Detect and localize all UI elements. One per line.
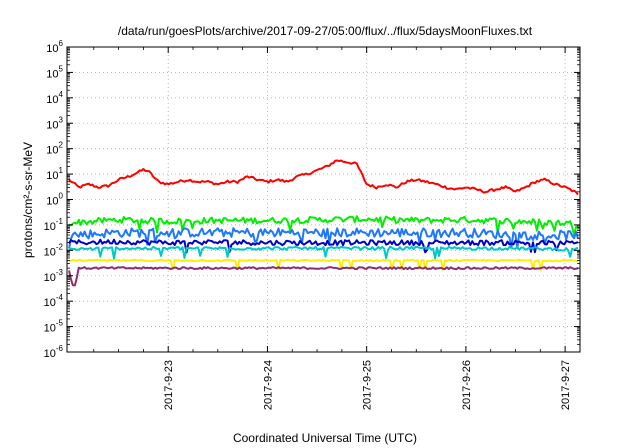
x-tick-label: 2017-9-27 xyxy=(560,360,572,410)
y-tick-base: 10 xyxy=(46,94,58,106)
y-tick-exponent: -3 xyxy=(56,268,64,277)
chart-title: /data/run/goesPlots/archive/2017-09-27/0… xyxy=(118,24,533,38)
y-tick-label: 100 xyxy=(46,192,63,208)
series-line-4 xyxy=(68,238,579,254)
y-tick-exponent: -4 xyxy=(56,293,64,302)
y-tick-base: 10 xyxy=(44,323,56,335)
y-tick-label: 103 xyxy=(46,115,63,131)
y-tick-label: 104 xyxy=(46,90,63,106)
x-tick-label: 2017-9-24 xyxy=(262,360,274,410)
y-tick-label: 102 xyxy=(46,141,63,157)
x-tick-label: 2017-9-25 xyxy=(362,360,374,410)
y-tick-exponent: 4 xyxy=(59,90,64,99)
x-axis-ticks: 2017-9-23 2017-9-24 2017-9-25 2017-9-26 2017… xyxy=(93,47,572,410)
y-tick-label: 10-2 xyxy=(44,242,64,258)
y-tick-exponent: 3 xyxy=(59,115,64,124)
series-layer xyxy=(68,159,579,287)
x-tick-label: 2017-9-26 xyxy=(461,360,473,410)
series-line-6 xyxy=(68,258,579,271)
series-line-5 xyxy=(68,245,579,260)
y-tick-base: 10 xyxy=(44,221,56,233)
y-tick-exponent: 5 xyxy=(59,64,64,73)
y-tick-exponent: 2 xyxy=(59,141,64,150)
y-tick-exponent: 6 xyxy=(59,39,64,48)
series-line-3 xyxy=(68,227,579,250)
y-tick-base: 10 xyxy=(46,119,58,131)
y-tick-base: 10 xyxy=(46,170,58,182)
series-line-1 xyxy=(68,159,579,196)
y-tick-base: 10 xyxy=(44,348,56,360)
y-tick-base: 10 xyxy=(46,43,58,55)
y-tick-exponent: -5 xyxy=(56,319,64,328)
y-tick-base: 10 xyxy=(44,297,56,309)
y-tick-label: 10-6 xyxy=(44,344,64,360)
series-line-2 xyxy=(68,215,579,237)
y-tick-exponent: -1 xyxy=(56,217,64,226)
y-tick-exponent: -6 xyxy=(56,344,64,353)
y-tick-label: 10-5 xyxy=(44,319,64,335)
y-tick-base: 10 xyxy=(46,145,58,157)
y-tick-exponent: 1 xyxy=(59,166,64,175)
y-tick-base: 10 xyxy=(44,272,56,284)
y-tick-base: 10 xyxy=(44,246,56,258)
grid-layer xyxy=(67,47,580,352)
y-tick-base: 10 xyxy=(46,68,58,80)
y-tick-label: 106 xyxy=(46,39,63,55)
y-tick-label: 101 xyxy=(46,166,63,182)
x-axis-label: Coordinated Universal Time (UTC) xyxy=(233,431,417,445)
y-tick-exponent: -2 xyxy=(56,242,64,251)
y-axis-ticks: 10-610-510-410-310-210-11001011021031041… xyxy=(44,39,580,360)
y-tick-label: 10-4 xyxy=(44,293,64,309)
y-axis-label: protons/cm²-s-sr-MeV xyxy=(21,142,35,258)
y-tick-label: 10-1 xyxy=(44,217,64,233)
y-tick-label: 10-3 xyxy=(44,268,64,284)
y-tick-exponent: 0 xyxy=(59,192,64,201)
y-tick-base: 10 xyxy=(46,196,58,208)
x-tick-label: 2017-9-23 xyxy=(163,360,175,410)
series-line-7 xyxy=(68,266,579,287)
y-tick-label: 105 xyxy=(46,64,63,80)
